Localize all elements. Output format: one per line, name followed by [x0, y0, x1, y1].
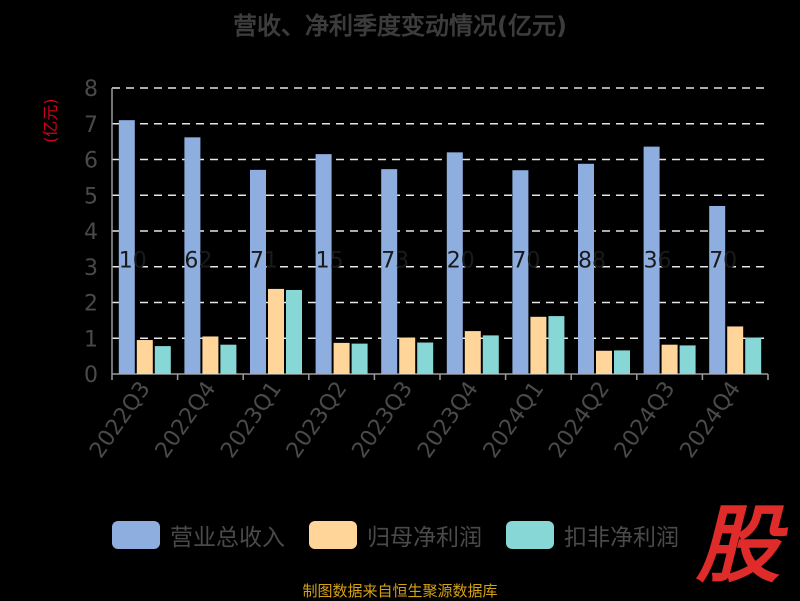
y-tick-label: 6 — [84, 149, 98, 174]
chart-title: 营收、净利季度变动情况(亿元) — [233, 12, 567, 40]
data-label: 71 — [250, 249, 278, 274]
legend-item-net-profit[interactable]: 归母净利润 — [309, 518, 482, 552]
bar-net-profit — [136, 340, 153, 374]
bar-deducted-profit — [286, 289, 302, 374]
data-label: 36 — [644, 249, 672, 274]
bar-revenue — [381, 169, 398, 374]
bar-deducted-profit — [482, 335, 499, 374]
bar-revenue — [184, 137, 201, 374]
bar-net-profit — [596, 350, 612, 374]
bar-net-profit — [268, 288, 284, 374]
bar-revenue — [118, 120, 135, 374]
bar-revenue — [643, 146, 660, 374]
legend-item-revenue[interactable]: 营业总收入 — [112, 518, 285, 552]
y-tick-label: 5 — [84, 184, 98, 209]
data-label: 15 — [316, 249, 344, 274]
bar-deducted-profit — [548, 316, 565, 374]
x-tick-label: 2024Q2 — [544, 377, 615, 463]
legend-swatch-net-profit — [309, 521, 357, 549]
bar-revenue — [512, 170, 529, 374]
x-tick-label: 2023Q2 — [282, 377, 353, 463]
x-tick-label: 2023Q1 — [216, 377, 287, 463]
legend-swatch-deducted-profit — [506, 521, 554, 549]
brand-logo: 股 — [695, 496, 780, 594]
bar-revenue — [578, 163, 594, 374]
x-tick-label: 2024Q4 — [676, 377, 747, 463]
data-label: 10 — [119, 249, 147, 274]
bar-deducted-profit — [679, 345, 696, 374]
bar-net-profit — [727, 326, 744, 374]
bar-net-profit — [661, 344, 678, 374]
bar-net-profit — [333, 342, 350, 374]
chart-legend: 营业总收入 归母净利润 扣非净利润 — [112, 518, 679, 552]
bar-net-profit — [530, 316, 547, 374]
bar-revenue — [446, 152, 463, 374]
bar-revenue — [315, 154, 332, 374]
data-label: 20 — [447, 249, 475, 274]
x-tick-label: 2024Q3 — [610, 377, 681, 463]
data-label: 70 — [709, 249, 737, 274]
data-label: 62 — [184, 249, 212, 274]
y-tick-label: 4 — [84, 220, 98, 245]
y-tick-label: 0 — [84, 363, 98, 388]
bar-net-profit — [399, 337, 416, 374]
legend-item-deducted-profit[interactable]: 扣非净利润 — [506, 518, 679, 552]
data-label: 70 — [512, 249, 540, 274]
bar-deducted-profit — [614, 350, 630, 374]
bar-revenue — [709, 205, 726, 374]
x-tick-label: 2023Q4 — [413, 377, 484, 463]
legend-label-deducted-profit: 扣非净利润 — [564, 525, 679, 551]
bar-deducted-profit — [154, 346, 171, 374]
y-tick-label: 7 — [84, 113, 98, 138]
x-tick-label: 2023Q3 — [348, 377, 419, 463]
data-source-note: 制图数据来自恒生聚源数据库 — [302, 582, 498, 600]
legend-label-net-profit: 归母净利润 — [367, 525, 482, 551]
bar-revenue — [250, 169, 266, 374]
x-tick-label: 2024Q1 — [479, 377, 550, 463]
bar-net-profit — [464, 331, 481, 374]
bar-deducted-profit — [351, 343, 368, 374]
bar-deducted-profit — [417, 342, 434, 374]
bar-net-profit — [202, 336, 219, 374]
bar-deducted-profit — [745, 337, 762, 374]
y-tick-label: 2 — [84, 292, 98, 317]
y-tick-label: 8 — [84, 77, 98, 102]
data-label: 88 — [578, 249, 606, 274]
bar-deducted-profit — [220, 344, 237, 374]
x-tick-label: 2022Q3 — [85, 377, 156, 463]
y-tick-label: 3 — [84, 256, 98, 281]
data-label: 73 — [381, 249, 409, 274]
legend-swatch-revenue — [112, 521, 160, 549]
legend-label-revenue: 营业总收入 — [170, 525, 285, 551]
x-tick-label: 2022Q4 — [151, 377, 222, 463]
y-tick-label: 1 — [84, 327, 98, 352]
